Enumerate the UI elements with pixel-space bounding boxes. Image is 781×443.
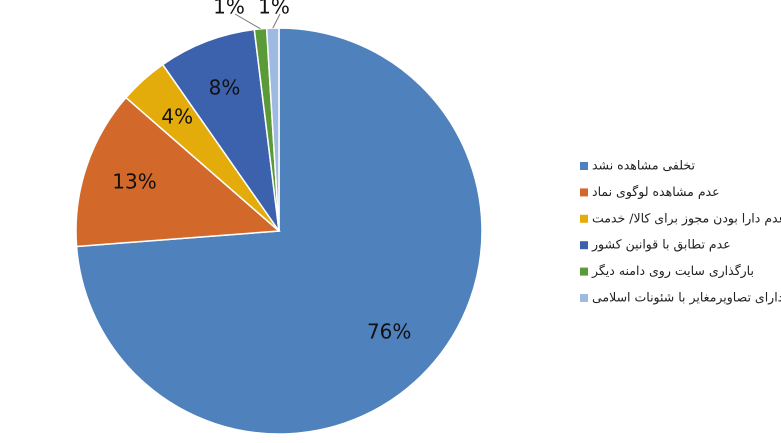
data-label: 1% [213,0,245,19]
legend-swatch [580,188,588,197]
legend-label: عدم مشاهده لوگوی نماد [592,184,720,200]
data-label: 76% [367,320,411,344]
legend-swatch [580,162,588,170]
legend-swatch [580,214,588,223]
legend-label: دارای تصاویرمغایر با شئونات اسلامی [592,290,781,306]
legend-label: عدم دارا بودن مجوز برای کالا/ خدمت [592,210,781,226]
pie-slice [161,28,280,232]
legend-swatch [580,267,588,276]
data-label: 13% [112,170,156,194]
data-label: 4% [161,104,193,128]
pie-slice [75,96,281,248]
data-label: 1% [258,0,290,19]
leader-line [272,13,281,29]
leader-line [234,13,261,30]
legend-label: عدم تطابق با قوانین کشور [591,237,731,253]
pie-slice [265,27,280,232]
legend-label: تخلفی مشاهده نشد [592,158,695,173]
legend-swatch [580,294,588,302]
legend-swatch [580,241,588,250]
legend-label: بارگذاری سایت روی دامنه دیگر [591,263,754,279]
data-label: 8% [209,75,241,99]
